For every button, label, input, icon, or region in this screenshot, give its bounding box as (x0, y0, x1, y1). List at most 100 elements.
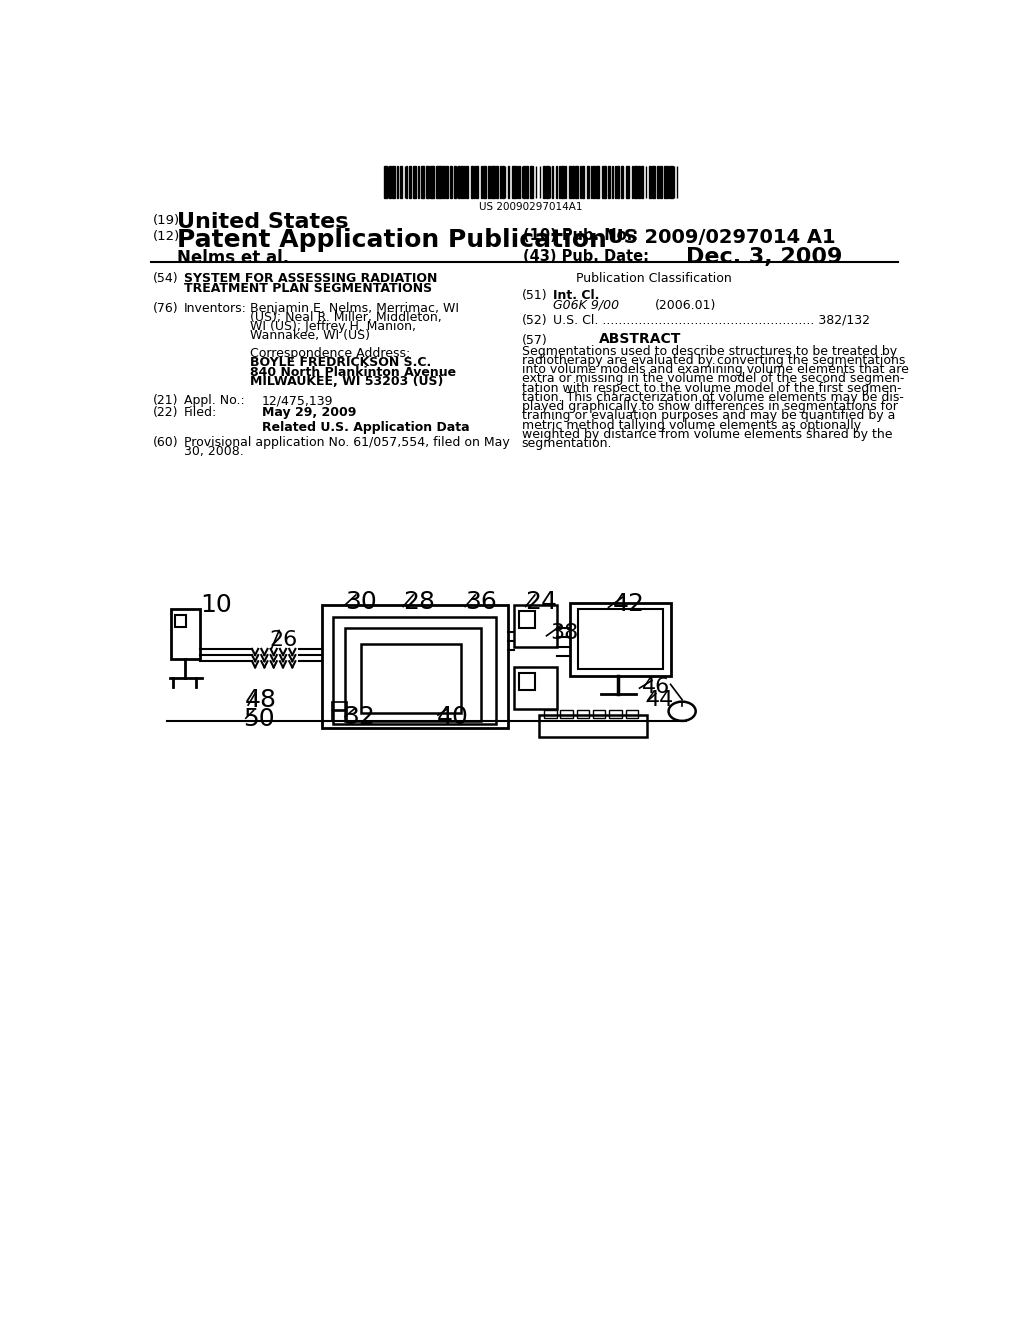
Bar (665, 166, 668, 198)
Text: 30: 30 (345, 590, 377, 614)
Bar (454, 166, 456, 198)
Text: Inventors:: Inventors: (183, 302, 247, 314)
Text: BOYLE FREDRICKSON S.C.: BOYLE FREDRICKSON S.C. (251, 356, 432, 370)
Bar (512, 166, 515, 198)
Bar (508, 166, 509, 198)
Bar (414, 166, 417, 198)
Text: US 20090297014A1: US 20090297014A1 (479, 202, 583, 213)
Bar (572, 166, 573, 198)
Text: (60): (60) (153, 436, 178, 449)
Text: 12/475,139: 12/475,139 (262, 395, 334, 407)
Bar (476, 166, 478, 198)
Text: 50: 50 (243, 706, 274, 731)
Text: 48: 48 (245, 688, 276, 713)
Text: Provisional application No. 61/057,554, filed on May: Provisional application No. 61/057,554, … (183, 436, 510, 449)
Bar (436, 166, 439, 198)
Bar (474, 166, 475, 198)
Text: Appl. No.:: Appl. No.: (183, 395, 245, 407)
Bar (389, 166, 391, 198)
Bar (657, 166, 658, 198)
Bar (539, 715, 647, 737)
Text: (12): (12) (153, 230, 180, 243)
Bar (670, 166, 673, 198)
Text: (51): (51) (521, 289, 547, 301)
Text: training or evaluation purposes and may be quantified by a: training or evaluation purposes and may … (521, 409, 895, 422)
Text: U.S. Cl. ..................................................... 382/132: U.S. Cl. ...............................… (553, 314, 869, 327)
Text: Publication Classification: Publication Classification (575, 272, 732, 285)
Text: (54): (54) (153, 272, 178, 285)
Bar (360, 644, 461, 713)
Text: (21): (21) (153, 395, 178, 407)
Bar (552, 166, 554, 198)
Text: ABSTRACT: ABSTRACT (599, 333, 682, 346)
Bar (464, 166, 465, 198)
Bar (617, 166, 620, 198)
Bar (560, 710, 572, 718)
Text: tation with respect to the volume model of the first segmen-: tation with respect to the volume model … (521, 381, 901, 395)
Text: 840 North Plankinton Avenue: 840 North Plankinton Avenue (251, 366, 457, 379)
Text: Related U.S. Application Data: Related U.S. Application Data (262, 421, 470, 434)
Text: US 2009/0297014 A1: US 2009/0297014 A1 (608, 227, 837, 247)
Text: (76): (76) (153, 302, 178, 314)
Bar (638, 166, 640, 198)
Bar (569, 166, 570, 198)
Bar (519, 611, 535, 628)
Bar (543, 166, 545, 198)
Bar (626, 710, 638, 718)
Text: 24: 24 (524, 590, 557, 614)
Bar (569, 603, 671, 676)
Bar (471, 166, 473, 198)
Bar (174, 615, 186, 627)
Bar (583, 166, 584, 198)
Bar (544, 710, 557, 718)
Text: Correspondence Address:: Correspondence Address: (251, 347, 411, 360)
Bar (634, 166, 636, 198)
Bar (519, 673, 535, 689)
Bar (392, 166, 395, 198)
Text: 40: 40 (436, 705, 468, 729)
Text: 26: 26 (269, 630, 297, 649)
Text: (10) Pub. No.:: (10) Pub. No.: (523, 227, 638, 243)
Bar (443, 166, 445, 198)
Bar (418, 166, 420, 198)
Bar (593, 710, 605, 718)
Text: May 29, 2009: May 29, 2009 (262, 405, 356, 418)
Bar (450, 166, 452, 198)
Bar (332, 711, 347, 721)
Text: (2006.01): (2006.01) (655, 298, 717, 312)
Bar (575, 166, 579, 198)
Text: 46: 46 (642, 677, 670, 697)
Bar (445, 166, 449, 198)
Text: (52): (52) (521, 314, 547, 327)
Bar (593, 166, 595, 198)
Bar (596, 166, 598, 198)
Text: SYSTEM FOR ASSESSING RADIATION: SYSTEM FOR ASSESSING RADIATION (183, 272, 437, 285)
Text: Int. Cl.: Int. Cl. (553, 289, 599, 301)
Bar (556, 166, 557, 198)
Text: (57): (57) (521, 334, 548, 347)
Bar (591, 166, 592, 198)
Bar (525, 166, 528, 198)
Text: played graphically to show differences in segmentations for: played graphically to show differences i… (521, 400, 898, 413)
Bar (577, 710, 589, 718)
Text: United States: United States (177, 211, 348, 231)
Bar (397, 166, 398, 198)
Text: 30, 2008.: 30, 2008. (183, 445, 244, 458)
Bar (559, 166, 560, 198)
Bar (614, 166, 616, 198)
Bar (514, 667, 557, 709)
Bar (458, 166, 460, 198)
Text: Segmentations used to describe structures to be treated by: Segmentations used to describe structure… (521, 345, 897, 358)
Text: (43) Pub. Date:: (43) Pub. Date: (523, 249, 649, 264)
Bar (547, 166, 549, 198)
Text: 28: 28 (403, 590, 435, 614)
Text: Patent Application Publication: Patent Application Publication (177, 227, 606, 252)
Bar (461, 166, 463, 198)
Bar (627, 166, 629, 198)
Bar (492, 166, 495, 198)
Bar (578, 609, 663, 669)
Text: metric method tallying volume elements as optionally: metric method tallying volume elements a… (521, 418, 861, 432)
Text: (19): (19) (153, 214, 180, 227)
Bar (503, 166, 504, 198)
Text: TREATMENT PLAN SEGMENTATIONS: TREATMENT PLAN SEGMENTATIONS (183, 282, 432, 296)
